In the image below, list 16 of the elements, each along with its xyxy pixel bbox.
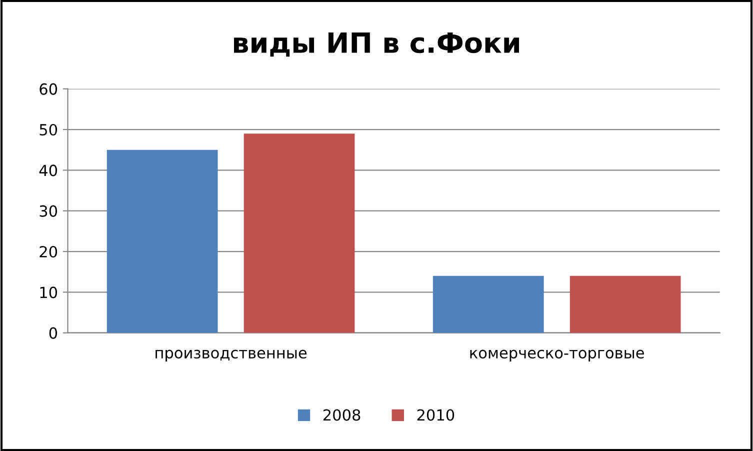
y-tick-label: 10 — [40, 286, 58, 298]
y-tick-label: 40 — [39, 164, 58, 176]
bar — [570, 276, 681, 333]
y-tick-label: 30 — [40, 205, 58, 217]
y-tick-label: 20 — [40, 246, 58, 258]
legend-label: 2008 — [323, 409, 360, 421]
x-tick-label: комерческо-торговые — [470, 350, 644, 362]
legend-label: 2010 — [417, 409, 454, 421]
y-tick-label: 60 — [40, 83, 58, 95]
chart-title: виды ИП в с.Фоки — [234, 32, 519, 57]
x-tick-label: производственные — [156, 350, 307, 362]
bar — [432, 276, 544, 333]
bar — [106, 150, 218, 333]
y-tick-label: 50 — [40, 124, 58, 136]
bar — [244, 134, 355, 333]
y-tick-label: 0 — [49, 327, 58, 339]
